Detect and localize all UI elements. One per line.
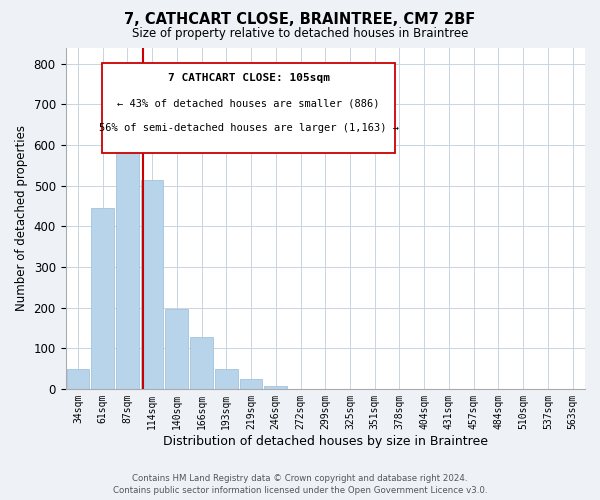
Bar	[239, 378, 262, 389]
Text: Contains HM Land Registry data © Crown copyright and database right 2024.
Contai: Contains HM Land Registry data © Crown c…	[113, 474, 487, 495]
Bar	[190, 337, 213, 389]
Bar	[91, 208, 114, 389]
Bar	[215, 369, 238, 389]
Bar	[141, 180, 163, 389]
Bar	[166, 309, 188, 389]
Text: ← 43% of detached houses are smaller (886): ← 43% of detached houses are smaller (88…	[118, 98, 380, 108]
Text: 56% of semi-detached houses are larger (1,163) →: 56% of semi-detached houses are larger (…	[98, 122, 398, 132]
Y-axis label: Number of detached properties: Number of detached properties	[15, 125, 28, 311]
Text: Size of property relative to detached houses in Braintree: Size of property relative to detached ho…	[132, 28, 468, 40]
Text: 7 CATHCART CLOSE: 105sqm: 7 CATHCART CLOSE: 105sqm	[167, 73, 329, 83]
Bar	[265, 386, 287, 389]
X-axis label: Distribution of detached houses by size in Braintree: Distribution of detached houses by size …	[163, 434, 488, 448]
Text: 7, CATHCART CLOSE, BRAINTREE, CM7 2BF: 7, CATHCART CLOSE, BRAINTREE, CM7 2BF	[124, 12, 476, 28]
Bar	[67, 368, 89, 389]
Bar	[116, 118, 139, 389]
FancyBboxPatch shape	[102, 63, 395, 154]
